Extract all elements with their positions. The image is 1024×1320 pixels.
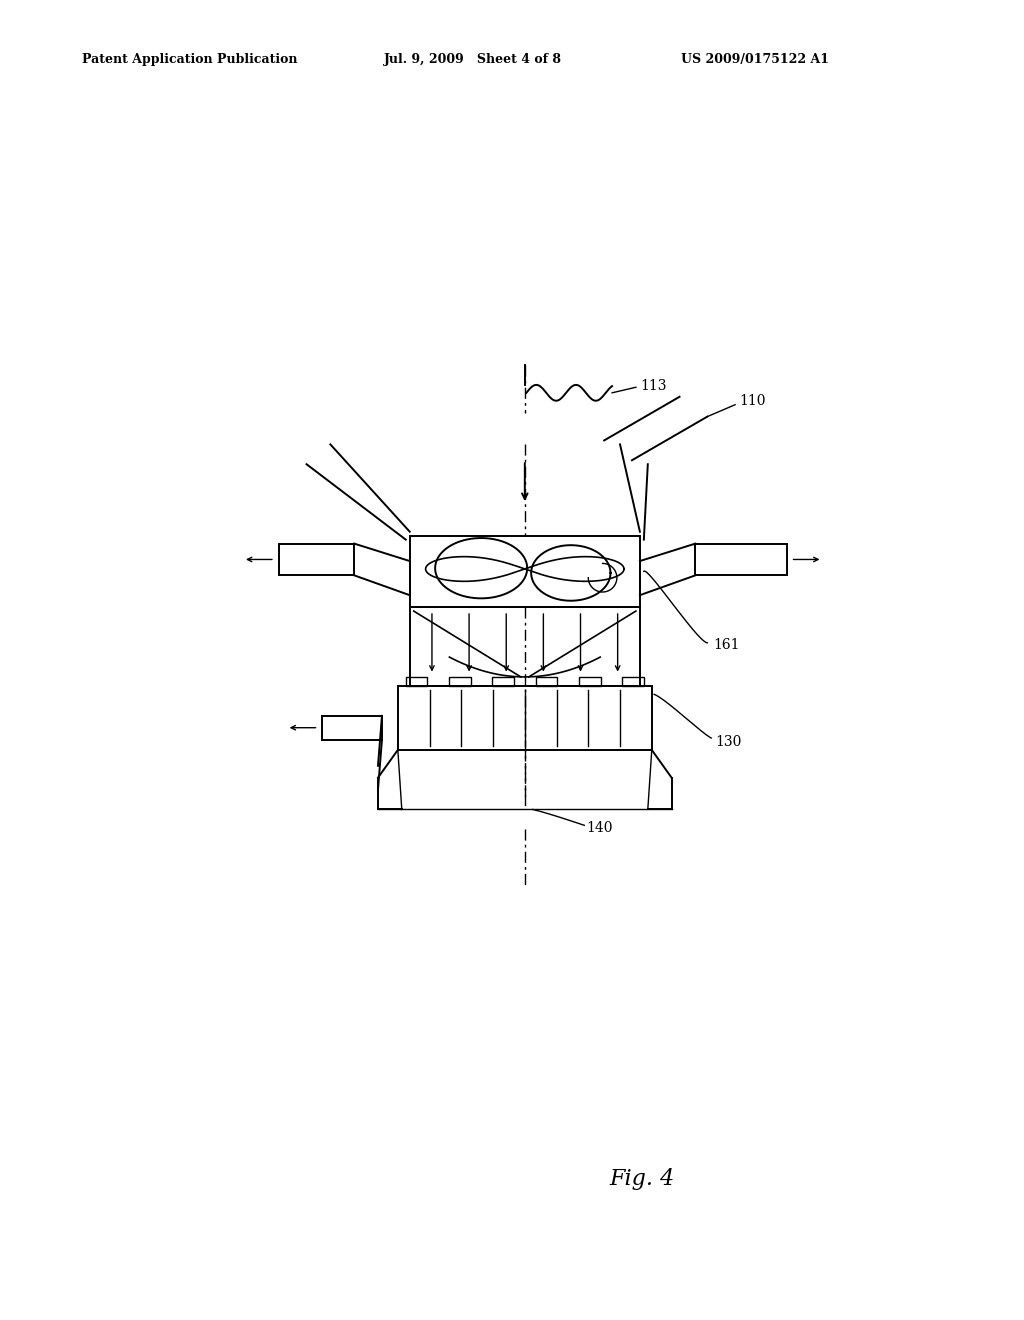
Bar	[493, 677, 514, 686]
Text: 161: 161	[713, 638, 739, 652]
Bar	[536, 677, 557, 686]
Bar	[450, 677, 471, 686]
Bar	[410, 607, 640, 686]
Text: 140: 140	[587, 821, 613, 834]
Text: 110: 110	[739, 393, 766, 408]
Bar	[579, 677, 600, 686]
Text: Fig. 4: Fig. 4	[609, 1168, 675, 1191]
Text: 130: 130	[715, 735, 741, 748]
Bar	[410, 536, 640, 607]
Text: Patent Application Publication: Patent Application Publication	[82, 53, 297, 66]
Bar	[279, 544, 354, 576]
Bar	[695, 544, 786, 576]
Text: 113: 113	[640, 379, 667, 392]
Bar	[397, 686, 652, 750]
Bar	[406, 677, 427, 686]
Text: Jul. 9, 2009   Sheet 4 of 8: Jul. 9, 2009 Sheet 4 of 8	[384, 53, 562, 66]
Bar	[323, 715, 382, 739]
Bar	[623, 677, 644, 686]
Text: US 2009/0175122 A1: US 2009/0175122 A1	[681, 53, 829, 66]
